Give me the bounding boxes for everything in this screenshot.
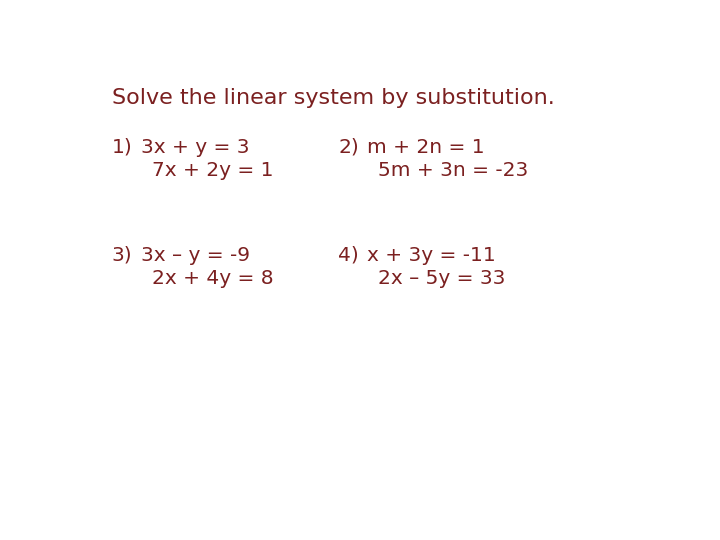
Text: 4): 4)	[338, 246, 359, 265]
Text: Solve the linear system by substitution.: Solve the linear system by substitution.	[112, 88, 554, 108]
Text: 2x + 4y = 8: 2x + 4y = 8	[152, 269, 274, 288]
Text: 3): 3)	[112, 246, 132, 265]
Text: 3x + y = 3: 3x + y = 3	[141, 138, 250, 157]
Text: 7x + 2y = 1: 7x + 2y = 1	[152, 161, 274, 180]
Text: 5m + 3n = -23: 5m + 3n = -23	[378, 161, 528, 180]
Text: 2x – 5y = 33: 2x – 5y = 33	[378, 269, 505, 288]
Text: 3x – y = -9: 3x – y = -9	[141, 246, 250, 265]
Text: m + 2n = 1: m + 2n = 1	[367, 138, 485, 157]
Text: 1): 1)	[112, 138, 132, 157]
Text: x + 3y = -11: x + 3y = -11	[367, 246, 496, 265]
Text: 2): 2)	[338, 138, 359, 157]
